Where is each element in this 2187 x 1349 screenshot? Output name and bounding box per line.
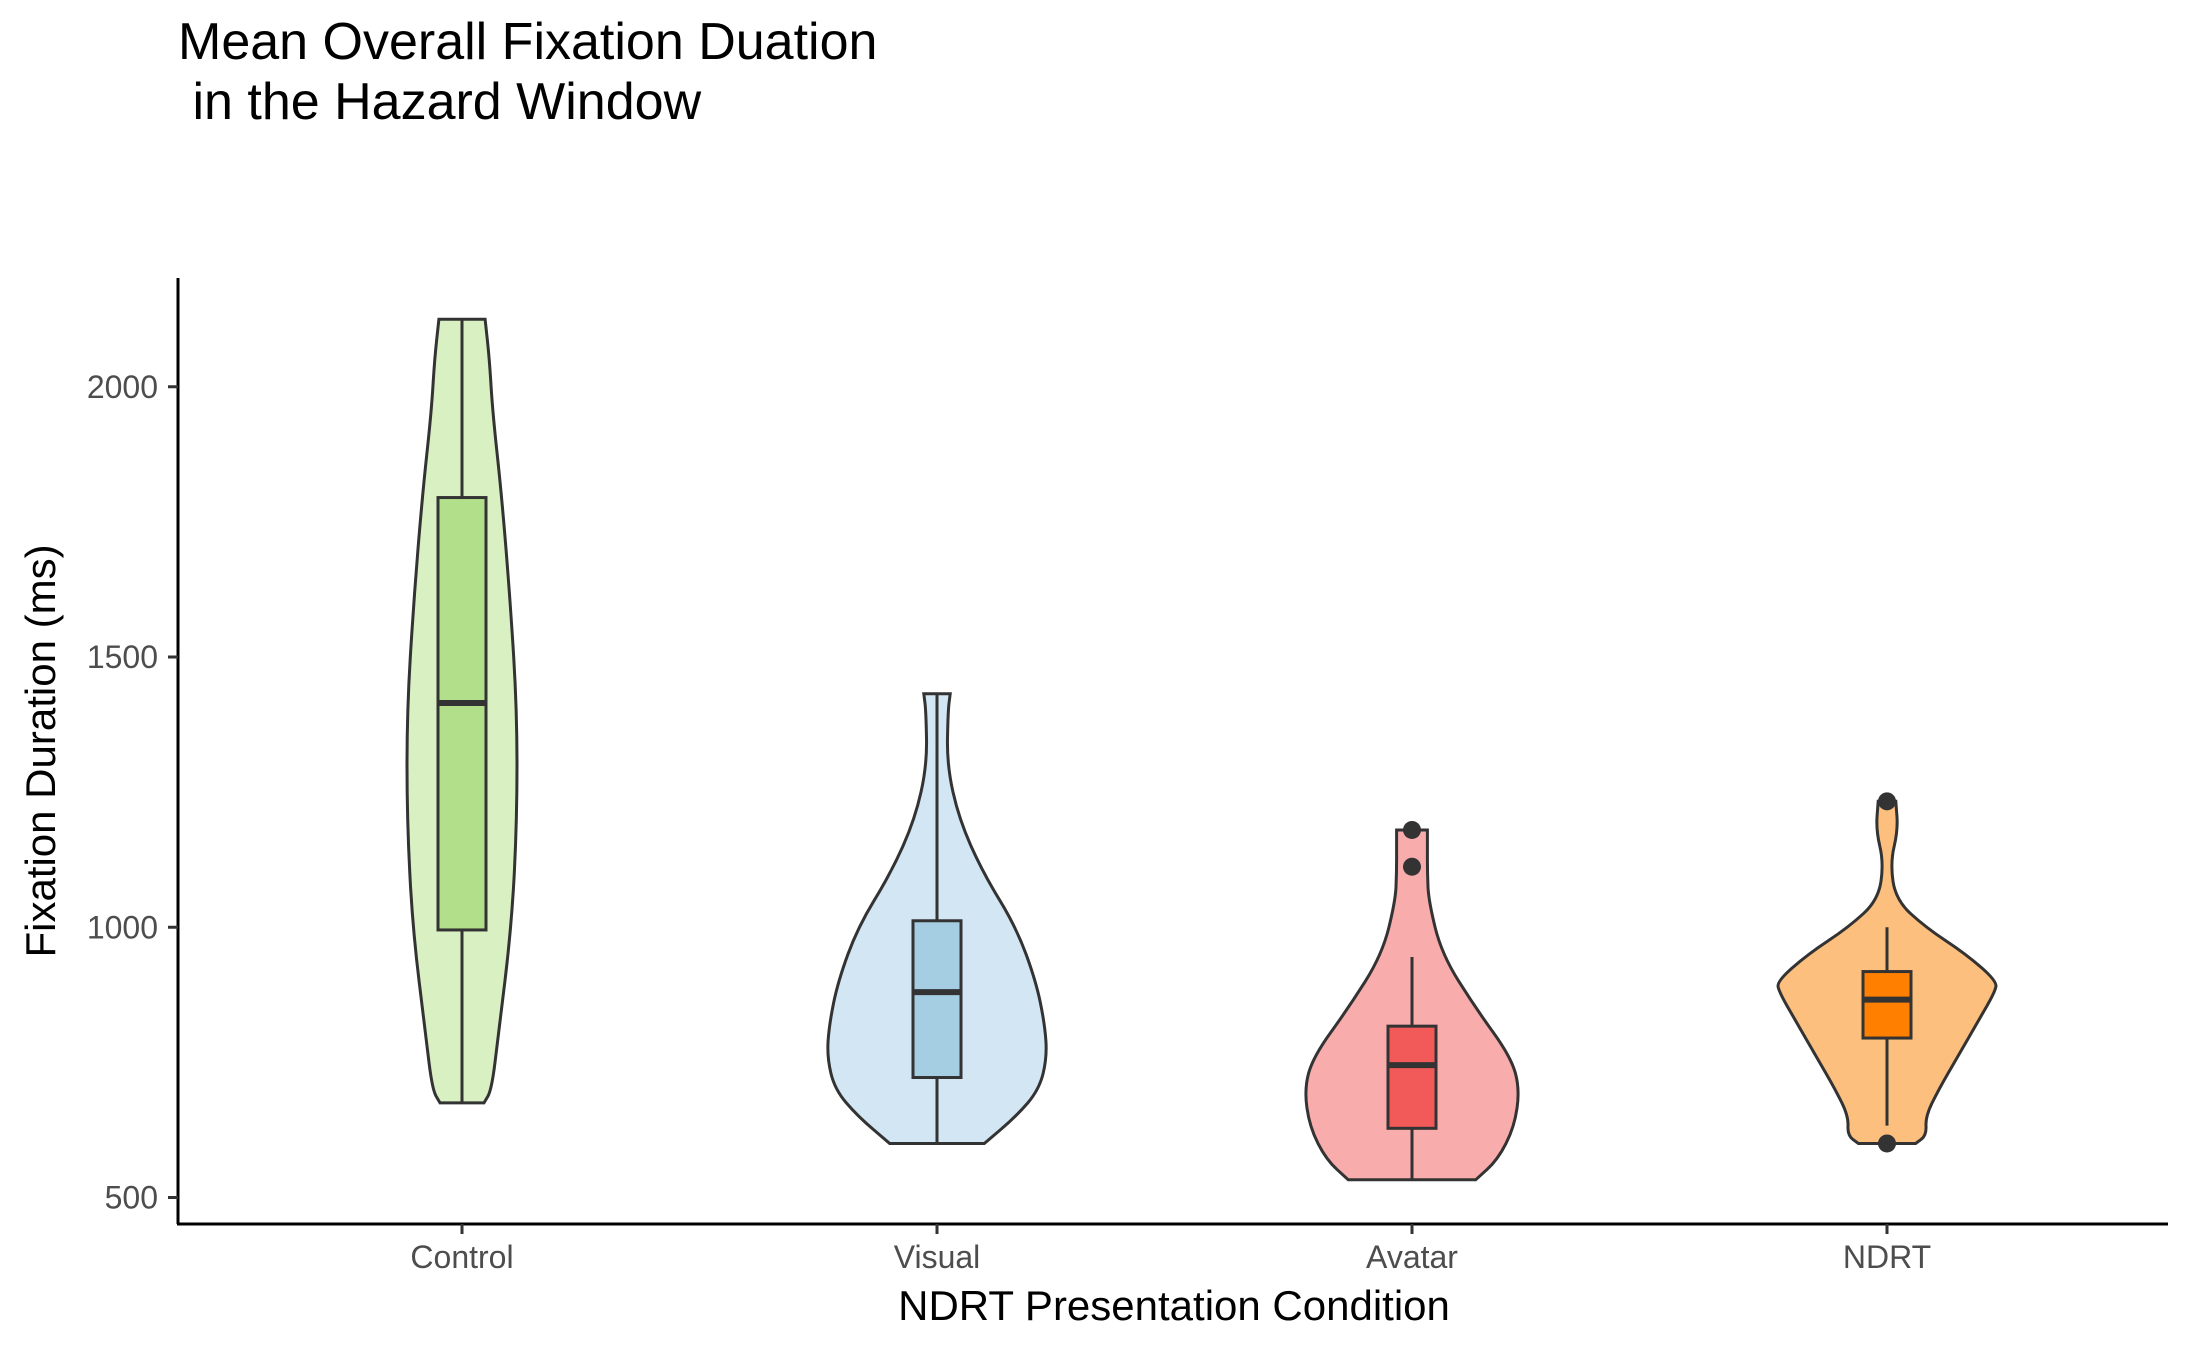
box-visual [911, 919, 963, 1080]
y-tick-label-500: 500 [105, 1180, 158, 1216]
x-tick-label-visual: Visual [894, 1239, 981, 1275]
y-tick-label-2000: 2000 [87, 369, 158, 405]
violin-layer [405, 317, 1998, 1182]
outlier-avatar-2 [1403, 820, 1421, 839]
tick-layer: Control Visual Avatar NDRT 500 1000 1500 2000 [87, 369, 1931, 1275]
chart-title: Mean Overall Fixation Duation in the Haz… [178, 13, 878, 131]
axes [176, 278, 2168, 1226]
x-tick-label-control: Control [410, 1239, 513, 1275]
y-axis-title: Fixation Duration (ms) [17, 544, 64, 957]
x-tick-label-avatar: Avatar [1366, 1239, 1458, 1275]
x-tick-label-ndrt: NDRT [1843, 1239, 1931, 1275]
box-control [436, 496, 488, 932]
outlier-ndrt-1 [1878, 1134, 1896, 1153]
outlier-avatar-1 [1403, 857, 1421, 876]
box-ndrt [1861, 970, 1913, 1040]
y-tick-label-1500: 1500 [87, 639, 158, 675]
x-axis-title: NDRT Presentation Condition [898, 1282, 1450, 1329]
outlier-ndrt-2 [1878, 792, 1896, 811]
y-tick-label-1000: 1000 [87, 909, 158, 945]
boxplot-layer [436, 319, 1913, 1180]
box-avatar [1386, 1024, 1438, 1130]
